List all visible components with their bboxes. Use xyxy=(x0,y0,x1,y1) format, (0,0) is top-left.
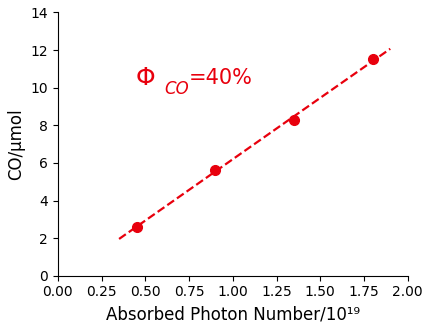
Text: CO: CO xyxy=(165,80,189,98)
Y-axis label: CO/μmol: CO/μmol xyxy=(7,108,25,180)
Text: =40%: =40% xyxy=(189,68,253,88)
X-axis label: Absorbed Photon Number/10¹⁹: Absorbed Photon Number/10¹⁹ xyxy=(106,305,360,323)
Text: $\Phi$: $\Phi$ xyxy=(135,66,155,90)
